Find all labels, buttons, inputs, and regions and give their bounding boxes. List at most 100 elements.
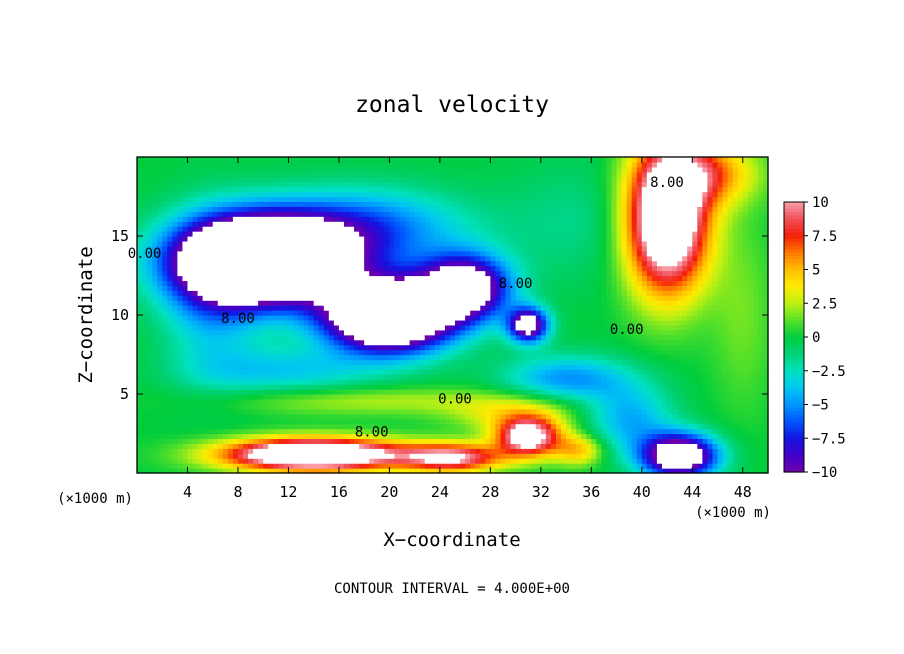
heatmap-cell [399,344,406,351]
heatmap-cell [379,305,385,311]
heatmap-cell [328,300,335,306]
heatmap-cell [359,364,365,370]
heatmap-cell [389,458,396,464]
heatmap-cell [485,250,491,257]
heatmap-cell [288,221,295,227]
heatmap-cell [343,157,350,163]
heatmap-cell [192,260,199,267]
heatmap-cell [253,463,259,469]
heatmap-cell [293,364,300,370]
heatmap-cell [222,260,229,267]
heatmap-cell [323,181,330,188]
heatmap-cell [232,305,239,311]
heatmap-cell [318,344,325,351]
heatmap-cell [384,315,390,321]
heatmap-cell [142,389,148,395]
heatmap-cell [495,310,502,316]
heatmap-cell [142,448,148,454]
heatmap-cell [293,349,300,356]
heatmap-cell [177,255,184,262]
heatmap-cell [293,255,300,262]
heatmap-cell [364,433,370,440]
heatmap-cell [323,463,330,469]
heatmap-cell [207,255,214,262]
heatmap-cell [328,463,335,469]
heatmap-cell [298,201,305,207]
heatmap-cell [354,201,360,207]
heatmap-cell [409,270,416,277]
heatmap-cell [197,211,204,217]
heatmap-cell [152,201,158,207]
heatmap-cell [374,418,380,425]
heatmap-cell [434,423,441,430]
heatmap-cell [414,384,421,390]
heatmap-cell [197,359,204,365]
heatmap-cell [424,344,431,351]
heatmap-cell [152,384,158,390]
heatmap-cell [237,295,244,301]
heatmap-cell [293,443,300,449]
heatmap-cell [333,216,340,222]
heatmap-cell [404,181,411,188]
heatmap-cell [323,374,330,380]
heatmap-cell [510,290,517,296]
heatmap-cell [505,171,512,178]
heatmap-cell [172,275,178,282]
heatmap-cell [268,374,274,380]
heatmap-cell [480,389,486,395]
heatmap-cell [323,349,330,356]
heatmap-cell [142,206,148,212]
heatmap-cell [318,280,325,286]
heatmap-cell [369,413,375,420]
heatmap-cell [434,428,441,435]
heatmap-cell [475,226,481,232]
heatmap-cell [404,349,411,356]
heatmap-cell [389,206,396,212]
heatmap-cell [465,408,471,415]
heatmap-cell [480,339,486,346]
heatmap-cell [323,221,330,227]
heatmap-cell [525,453,532,459]
heatmap-cell [313,413,320,420]
heatmap-cell [525,265,532,272]
heatmap-cell [328,240,335,247]
heatmap-cell [495,290,502,296]
heatmap-cell [182,398,189,405]
heatmap-cell [359,196,365,203]
heatmap-cell [202,265,209,272]
heatmap-cell [379,344,385,351]
heatmap-cell [490,260,497,267]
heatmap-cell [268,270,274,277]
heatmap-cell [308,364,315,370]
heatmap-cell [338,413,345,420]
heatmap-cell [303,231,310,237]
heatmap-cell [414,191,421,198]
heatmap-cell [409,285,416,291]
heatmap-cell [313,250,320,257]
heatmap-cell [490,438,497,444]
heatmap-cell [500,260,507,267]
heatmap-cell [232,315,239,321]
heatmap-cell [237,398,244,405]
heatmap-cell [202,448,209,454]
heatmap-cell [374,211,380,217]
heatmap-cell [192,398,199,405]
heatmap-cell [359,300,365,306]
heatmap-cell [404,171,411,178]
heatmap-cell [374,453,380,459]
heatmap-cell [278,369,284,375]
heatmap-cell [414,280,421,286]
heatmap-cell [222,398,229,405]
heatmap-cell [495,364,502,370]
heatmap-cell [475,413,481,420]
heatmap-cell [318,191,325,198]
heatmap-cell [283,310,290,316]
heatmap-cell [465,428,471,435]
heatmap-cell [354,236,360,242]
heatmap-cell [308,438,315,444]
heatmap-cell [510,403,517,410]
heatmap-cell [505,236,512,242]
heatmap-cell [354,240,360,247]
heatmap-cell [202,423,209,430]
heatmap-cell [207,468,214,474]
